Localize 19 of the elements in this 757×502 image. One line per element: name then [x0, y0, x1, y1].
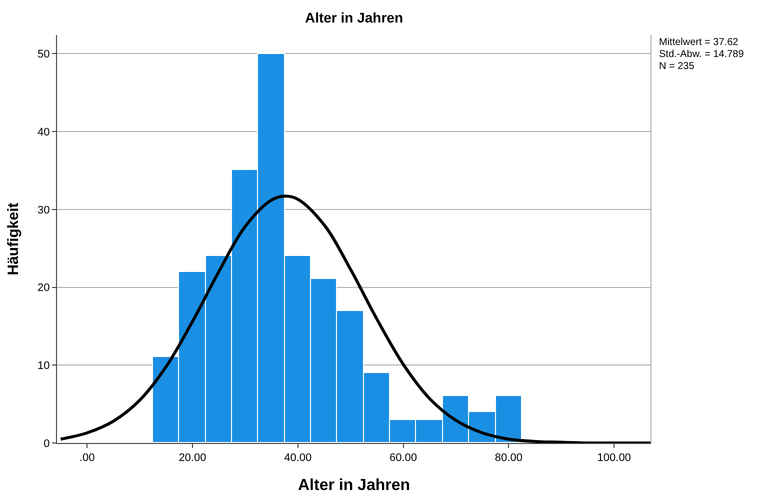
y-tick-label: 20: [38, 282, 50, 294]
y-axis-title: Häufigkeit: [4, 202, 22, 276]
text: Mittelwert = 37.62: [659, 37, 739, 48]
x-tick-label: .00: [79, 452, 95, 464]
x-tick-label: 20.00: [178, 452, 206, 464]
text: Std.-Abw. = 14.789: [659, 49, 744, 60]
y-tick-label: 0: [44, 438, 50, 450]
x-tick-label: 80.00: [494, 452, 522, 464]
text: N = 235: [659, 61, 695, 72]
x-axis-title: Alter in Jahren: [298, 476, 410, 494]
chart-title: Alter in Jahren: [304, 9, 404, 26]
x-tick-label: 60.00: [390, 452, 418, 464]
line-series: [59, 194, 651, 443]
y-tick-label: 10: [38, 360, 50, 372]
x-tick-label: 100.00: [597, 452, 631, 464]
y-tick-label: 40: [38, 126, 50, 138]
y-tick-label: 50: [38, 48, 50, 61]
x-tick-label: 40.00: [284, 452, 312, 464]
y-tick-label: 30: [38, 204, 50, 216]
